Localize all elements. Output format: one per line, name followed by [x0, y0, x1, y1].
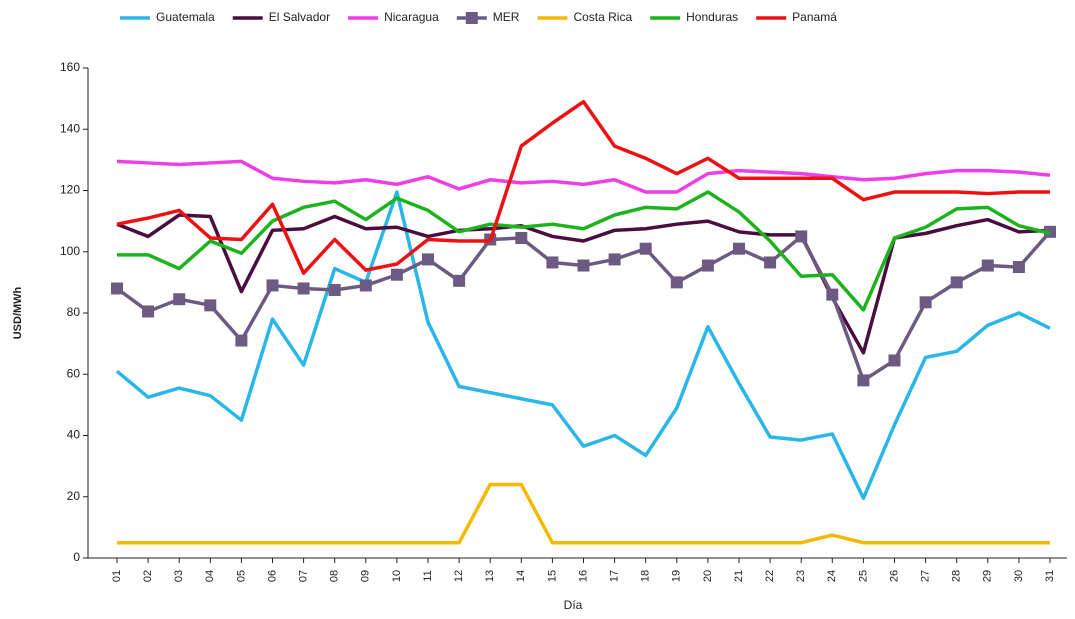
x-tick-label: 07	[298, 570, 310, 582]
x-tick-label: 29	[982, 570, 994, 582]
point-marker	[577, 259, 590, 272]
x-tick-label: 09	[360, 570, 372, 582]
x-tick-label: 06	[266, 570, 278, 582]
point-marker	[359, 279, 372, 292]
x-tick-label: 30	[1013, 570, 1025, 582]
series-line	[117, 482, 1050, 545]
y-tick-label: 160	[60, 60, 80, 74]
series-line	[115, 190, 1051, 501]
y-tick-label: 0	[73, 550, 80, 564]
point-marker	[670, 276, 683, 289]
x-tick-label: 21	[733, 570, 745, 582]
x-tick-label: 17	[609, 570, 621, 582]
legend-label: Guatemala	[156, 10, 215, 24]
x-tick-label: 12	[453, 570, 465, 582]
x-tick-label: 27	[920, 570, 932, 582]
legend-label: Honduras	[686, 10, 738, 24]
x-tick-label: 26	[888, 570, 900, 582]
y-axis-label: USD/MWh	[12, 286, 24, 339]
x-tick-label: 03	[173, 570, 185, 582]
x-tick-label: 11	[422, 570, 434, 581]
x-tick-label: 31	[1044, 570, 1056, 582]
y-tick-label: 120	[60, 183, 80, 197]
x-tick-label: 25	[857, 570, 869, 582]
legend-label: Nicaragua	[384, 10, 439, 24]
point-marker	[297, 282, 310, 295]
point-marker	[795, 230, 808, 243]
series-line	[115, 230, 1052, 383]
x-tick-label: 16	[577, 570, 589, 582]
y-tick-label: 80	[67, 305, 81, 319]
point-marker	[1012, 261, 1025, 274]
point-marker	[422, 253, 434, 266]
x-tick-label: 05	[235, 570, 247, 582]
x-axis-label: Día	[564, 598, 583, 612]
legend-label: Panamá	[792, 10, 837, 24]
point-marker	[173, 293, 186, 306]
x-tick-label: 04	[204, 570, 216, 582]
y-tick-label: 140	[60, 121, 80, 135]
y-tick-label: 20	[67, 489, 81, 503]
point-marker	[857, 374, 870, 387]
x-tick-label: 14	[515, 570, 527, 582]
point-marker	[764, 256, 777, 269]
x-tick-label: 02	[142, 570, 154, 582]
point-marker	[142, 305, 155, 318]
series-line	[117, 190, 1051, 312]
point-marker	[204, 299, 217, 312]
point-marker	[919, 296, 932, 309]
legend-label: Costa Rica	[573, 10, 632, 24]
point-marker	[950, 276, 963, 289]
point-marker	[515, 231, 528, 244]
point-marker	[235, 334, 248, 347]
series-line	[116, 99, 1050, 275]
x-tick-label: 18	[640, 570, 652, 582]
x-tick-label: 23	[795, 570, 807, 582]
x-tick-label: 19	[671, 570, 683, 582]
y-tick-label: 100	[60, 244, 80, 258]
x-tick-label: 01	[111, 570, 123, 582]
y-tick-label: 60	[67, 366, 81, 380]
x-tick-label: 20	[702, 570, 714, 582]
legend-marker	[465, 12, 478, 24]
point-marker	[608, 253, 621, 266]
point-marker	[328, 284, 341, 297]
series-line	[116, 159, 1051, 194]
point-marker	[546, 256, 559, 269]
point-marker	[639, 242, 652, 255]
point-marker	[111, 282, 123, 295]
legend-label: El Salvador	[269, 10, 330, 24]
point-marker	[733, 242, 745, 255]
point-marker	[390, 268, 403, 281]
x-tick-label: 08	[329, 570, 341, 582]
x-tick-label: 28	[951, 570, 963, 582]
point-marker	[826, 288, 839, 301]
legend-label: MER	[493, 10, 520, 24]
x-tick-label: 22	[764, 570, 776, 582]
point-marker	[888, 354, 901, 367]
point-marker	[701, 259, 714, 272]
point-marker	[981, 259, 994, 272]
x-tick-label: 10	[391, 570, 403, 582]
point-marker	[266, 279, 279, 292]
point-marker	[453, 274, 466, 287]
x-tick-label: 24	[826, 570, 838, 582]
x-tick-label: 13	[484, 570, 496, 582]
y-tick-label: 40	[67, 428, 81, 442]
x-tick-label: 15	[546, 570, 558, 582]
